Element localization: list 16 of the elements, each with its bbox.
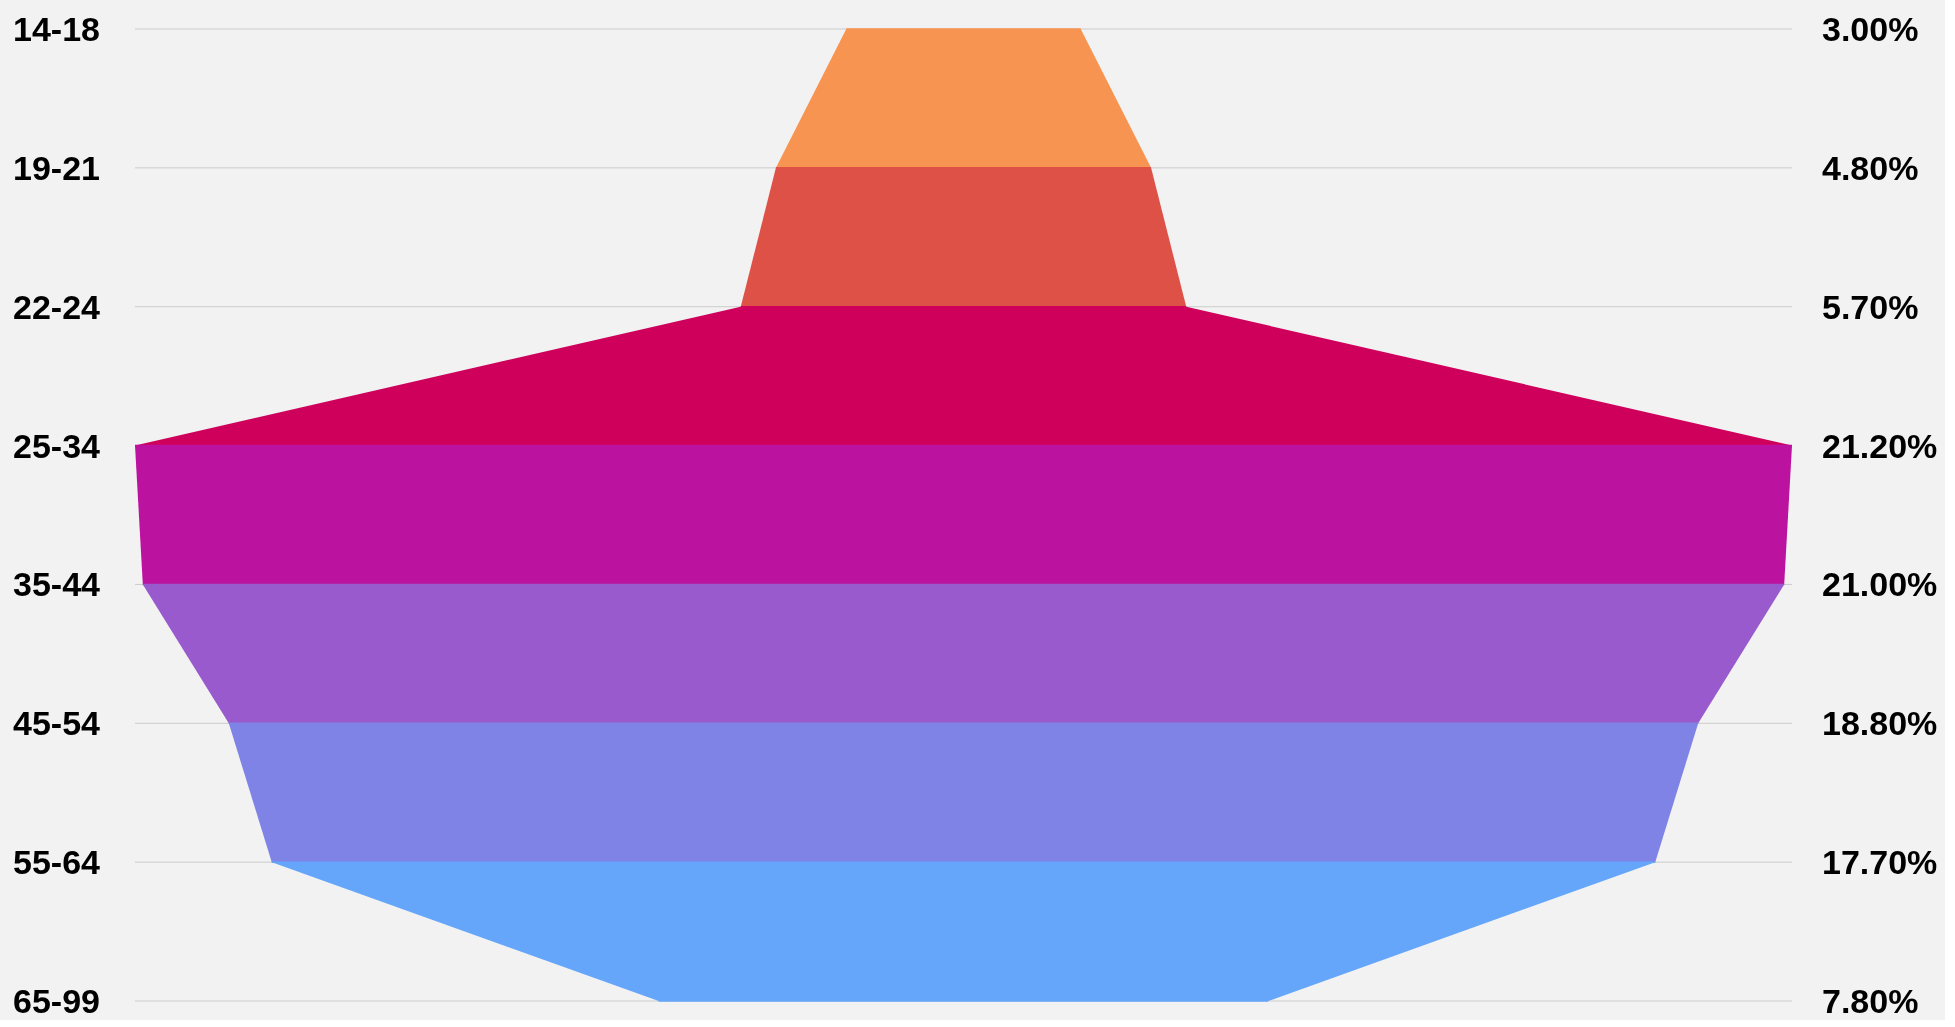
category-label: 25-34 [13, 426, 101, 465]
data-label: 4.80% [1822, 148, 1919, 187]
data-label: 7.80% [1822, 982, 1919, 1021]
category-label: 55-64 [13, 843, 101, 882]
data-label: 3.00% [1822, 10, 1919, 49]
category-label: 22-24 [13, 287, 101, 326]
data-label: 17.70% [1822, 843, 1938, 882]
data-label: 5.70% [1822, 287, 1919, 326]
category-label: 14-18 [13, 10, 100, 49]
category-label: 45-54 [13, 704, 101, 743]
data-label: 21.20% [1822, 426, 1938, 465]
category-label: 35-44 [13, 565, 101, 604]
category-label: 65-99 [13, 982, 100, 1021]
category-label: 19-21 [13, 148, 100, 187]
data-label: 18.80% [1822, 704, 1938, 743]
data-label: 21.00% [1822, 565, 1938, 604]
